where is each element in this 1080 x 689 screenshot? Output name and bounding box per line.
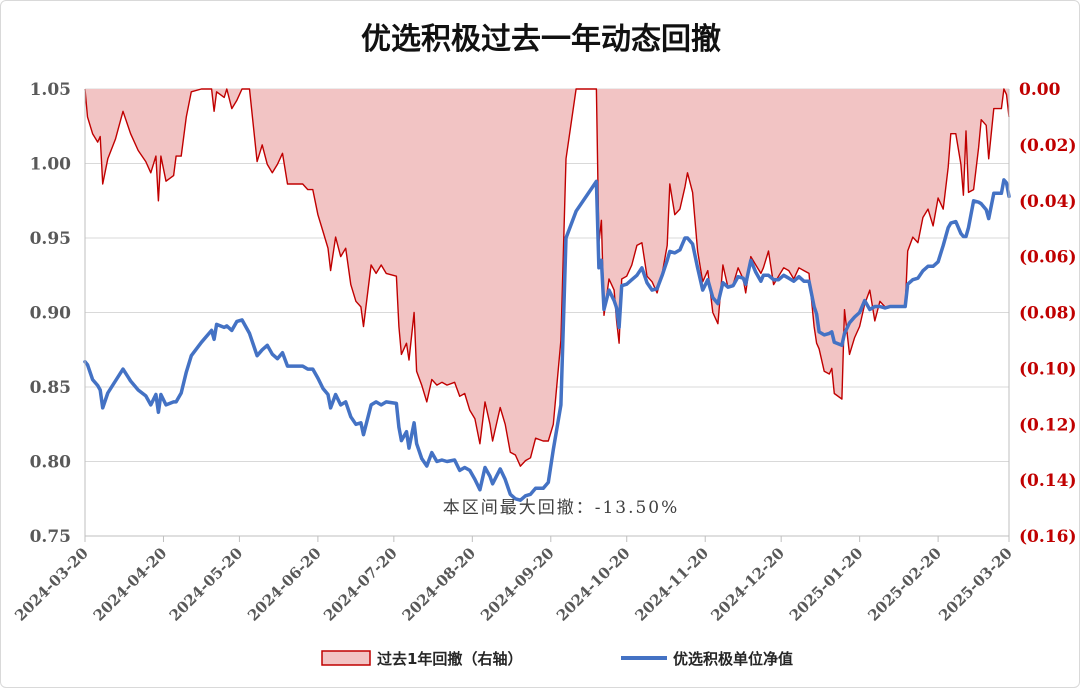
legend-label-nav: 优选积极单位净值 [673,650,793,668]
x-tick-label: 2024-04-20 [90,544,171,625]
x-tick-label: 2025-02-20 [864,544,945,625]
legend-label-drawdown: 过去1年回撤（右轴） [377,650,522,668]
x-tick-label: 2024-06-20 [244,544,325,625]
legend-swatch-drawdown [321,650,371,666]
x-tick-label: 2025-01-20 [786,544,867,625]
nav-line-series [83,178,1011,502]
chart-title: 优选积极过去一年动态回撤 [361,22,721,57]
x-tick-label: 2024-08-20 [399,544,480,625]
left-tick-label: 0.90 [30,304,72,324]
x-tick-label: 2025-03-20 [935,544,1016,625]
left-tick-label: 0.80 [30,453,72,473]
x-tick-label: 2024-09-20 [477,544,558,625]
nav-line [83,178,1011,502]
right-tick-label: (0.02) [1019,136,1077,156]
x-tick-label: 2024-11-20 [631,544,712,625]
left-axis-ticks: 1.05 1.00 0.95 0.90 0.85 0.80 0.75 [30,80,72,547]
x-tick-label: 2024-10-20 [553,544,634,625]
drawdown-area-series [84,88,1010,467]
x-axis-ticks: 2024-03-202024-04-202024-05-202024-06-20… [11,536,1016,625]
right-tick-label: (0.12) [1019,415,1077,435]
max-drawdown-annotation: 本区间最大回撤：-13.50% [443,498,680,518]
drawdown-area-fill [85,89,1009,467]
right-tick-label: 0.00 [1019,80,1061,100]
left-tick-label: 1.05 [30,80,71,100]
legend: 过去1年回撤（右轴） 优选积极单位净值 [321,650,793,668]
left-tick-label: 0.85 [30,378,71,398]
drawdown-area-edge [84,88,1010,467]
right-tick-label: (0.06) [1019,248,1077,268]
x-tick-label: 2024-03-20 [11,544,92,625]
right-tick-label: (0.04) [1019,192,1077,212]
left-tick-label: 1.00 [30,155,72,175]
left-tick-label: 0.95 [30,229,71,249]
x-tick-label: 2024-12-20 [707,544,788,625]
right-tick-label: (0.10) [1019,359,1077,379]
right-tick-label: (0.14) [1019,471,1077,491]
x-tick-label: 2024-05-20 [166,544,247,625]
right-tick-label: (0.16) [1019,527,1077,547]
right-tick-label: (0.08) [1019,304,1077,324]
x-tick-label: 2024-07-20 [320,544,401,625]
right-axis-ticks: 0.00 (0.02) (0.04) (0.06) (0.08) (0.10) (0.12)… [1019,80,1077,547]
left-tick-label: 0.75 [30,527,71,547]
